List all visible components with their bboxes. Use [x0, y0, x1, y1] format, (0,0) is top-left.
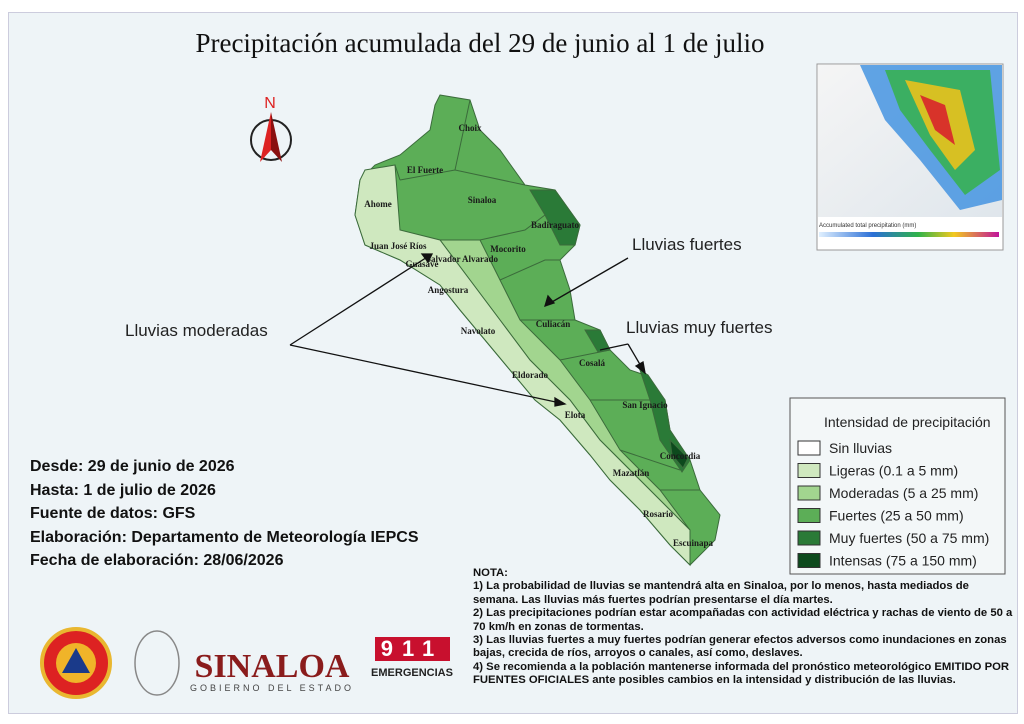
legend-swatch	[797, 485, 821, 501]
municipality-label: Cosalá	[579, 358, 606, 368]
legend-label: Moderadas (5 a 25 mm)	[829, 485, 978, 501]
municipality-label: Rosario	[643, 509, 673, 519]
info-line: Fuente de datos: GFS	[30, 505, 196, 522]
municipality-label: Badiraguato	[531, 220, 580, 230]
note-item: 3) Las lluvias fuertes a muy fuertes pod…	[473, 634, 1007, 660]
legend-swatch	[797, 530, 821, 546]
municipality-label: Juan José Ríos	[369, 241, 427, 251]
logos: SINALOA GOBIERNO DEL ESTADO 911 EMERGENC…	[40, 627, 453, 699]
annotation-arrows	[289, 253, 646, 407]
municipality-label: Ahome	[364, 199, 392, 209]
emergency-number: 911	[381, 636, 444, 661]
municipality-label: Concordia	[660, 451, 701, 461]
legend-label: Sin lluvias	[829, 440, 892, 456]
municipality-label: San Ignacio	[622, 400, 668, 410]
municipality-label: Escuinapa	[673, 538, 714, 548]
note: NOTA: 1) La probabilidad de lluvias se ma…	[473, 567, 1013, 688]
inset-caption: Accumulated total precipitation (mm)	[819, 223, 916, 229]
municipality-label: Mazatlán	[613, 468, 650, 478]
info-line: Fecha de elaboración: 28/06/2026	[30, 552, 284, 569]
note-item: 2) Las precipitaciones podrían estar aco…	[473, 607, 1013, 633]
annotation: Lluvias fuertes	[632, 235, 742, 254]
legend-swatch	[797, 440, 821, 456]
annotation: Lluvias moderadas	[125, 321, 268, 340]
municipality-label: Sinaloa	[468, 195, 497, 205]
municipality-label: Angostura	[428, 285, 469, 295]
legend-label: Fuertes (25 a 50 mm)	[829, 508, 964, 524]
annotation: Lluvias muy fuertes	[626, 318, 772, 337]
inset-map: Accumulated total precipitation (mm)	[816, 63, 1004, 251]
note-heading: NOTA:	[473, 567, 508, 579]
emergency-label: EMERGENCIAS	[371, 667, 453, 679]
government-logo: GOBIERNO DEL ESTADO	[190, 683, 354, 693]
state-map	[354, 94, 721, 567]
municipality-label: Mocorito	[490, 244, 526, 254]
municipality-label: Salvador Alvarado	[426, 254, 499, 264]
legend-swatch	[797, 508, 821, 523]
legend-label: Muy fuertes (50 a 75 mm)	[829, 530, 989, 546]
legend-title: Intensidad de precipitación	[824, 414, 991, 430]
municipality-label: El Fuerte	[407, 165, 443, 175]
municipality-label: Eldorado	[512, 370, 549, 380]
north-arrow: N	[250, 95, 292, 162]
north-label: N	[264, 95, 276, 112]
legend: Intensidad de precipitación Sin lluvias L…	[789, 397, 1006, 575]
info-line: Hasta: 1 de julio de 2026	[30, 481, 216, 499]
note-item: 1) La probabilidad de lluvias se mantend…	[473, 580, 969, 606]
info-line: Desde: 29 de junio de 2026	[30, 458, 235, 475]
legend-label: Ligeras (0.1 a 5 mm)	[829, 463, 958, 479]
municipality-label: Navolato	[461, 326, 496, 336]
municipality-label: Culiacán	[536, 319, 571, 329]
municipality-label: Choix	[458, 123, 482, 133]
state-logo: SINALOA	[195, 648, 350, 685]
municipality-label: Elota	[565, 410, 586, 420]
title: Precipitación acumulada del 29 de junio …	[195, 28, 764, 58]
municipality-labels: Choix El Fuerte Ahome Sinaloa Badiraguato Jua…	[364, 123, 713, 548]
legend-label: Intensas (75 a 150 mm)	[829, 553, 977, 569]
note-item: 4) Se recomienda a la población mantener…	[473, 660, 1010, 687]
municipality-label: Guasave	[405, 259, 438, 269]
legend-swatch	[797, 553, 821, 568]
legend-swatch	[797, 463, 821, 478]
info-line: Elaboración: Departamento de Meteorologí…	[30, 528, 419, 546]
